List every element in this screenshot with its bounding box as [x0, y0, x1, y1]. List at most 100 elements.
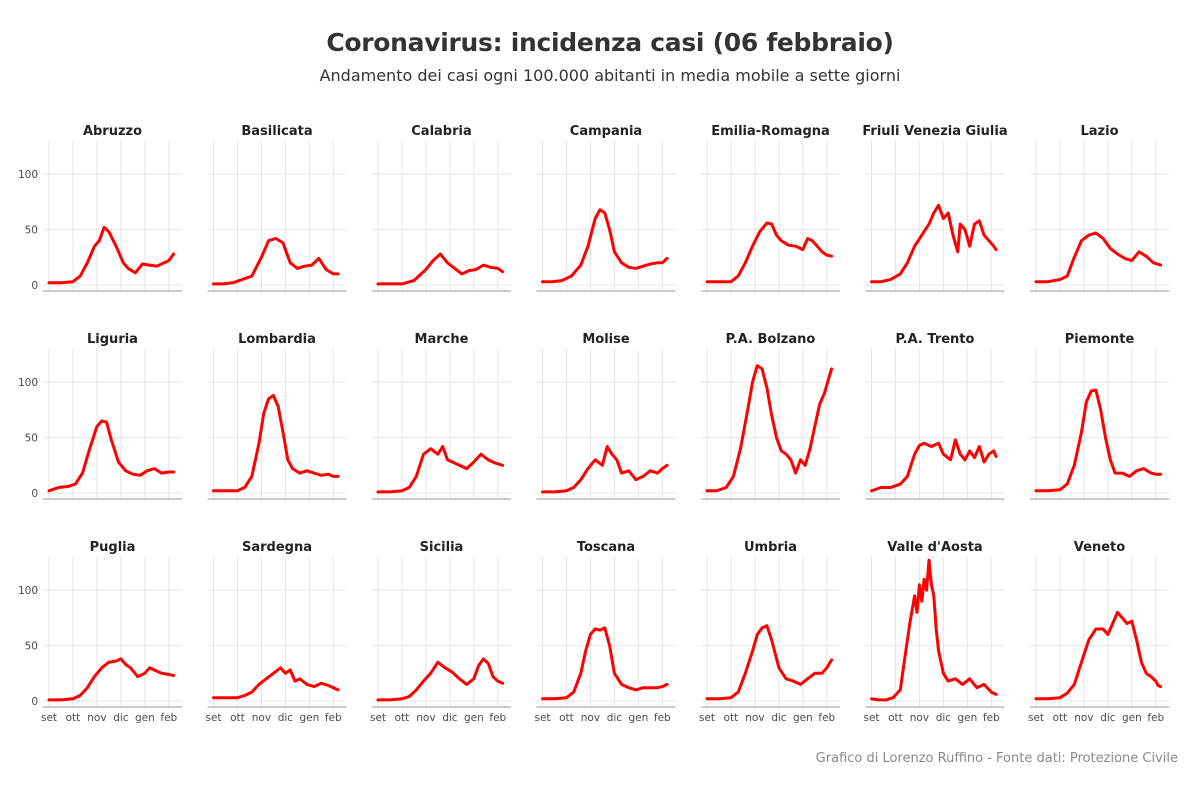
series-line: [212, 666, 340, 700]
series-line: [1034, 231, 1163, 284]
x-tick-label: set: [41, 712, 57, 724]
x-tick-label: gen: [793, 712, 813, 724]
panel-title: Toscana: [577, 540, 635, 555]
x-tick-label: ott: [1053, 712, 1068, 724]
panel-emilia-romagna: Emilia-Romagna: [701, 124, 840, 292]
x-tick-label: dic: [278, 712, 294, 724]
x-tick-label: feb: [654, 712, 671, 724]
panel-piemonte: Piemonte: [1030, 332, 1169, 500]
panel-toscana: Toscana set ott nov dic gen feb: [534, 540, 676, 724]
series-line: [870, 558, 998, 702]
panel-sicilia: Sicilia set ott nov dic gen feb: [370, 540, 511, 724]
panel-veneto: Veneto set ott nov dic gen feb: [1028, 540, 1169, 724]
series-line: [705, 364, 834, 493]
x-tick-label: feb: [489, 712, 506, 724]
x-tick-label: nov: [416, 712, 435, 724]
panel-abruzzo: Abruzzo 0 50 100: [18, 124, 182, 292]
series-line: [1034, 388, 1163, 493]
x-tick-label: ott: [724, 712, 739, 724]
source-caption: Grafico di Lorenzo Ruffino - Fonte dati:…: [815, 751, 1178, 766]
series-line: [212, 394, 340, 493]
series-line: [705, 624, 834, 701]
panel-title: Campania: [570, 124, 642, 139]
x-tick-label: set: [370, 712, 386, 724]
y-tick-label: 0: [31, 488, 38, 500]
series-line: [376, 657, 505, 702]
x-tick-label: feb: [818, 712, 835, 724]
panel-title: P.A. Trento: [896, 332, 975, 347]
x-tick-label: nov: [252, 712, 271, 724]
y-tick-label: 0: [31, 280, 38, 292]
panel-title: Basilicata: [241, 124, 312, 139]
panel-title: Puglia: [90, 540, 136, 555]
y-tick-label: 50: [25, 433, 38, 445]
x-tick-label: feb: [160, 712, 177, 724]
y-tick-label: 50: [25, 641, 38, 653]
x-tick-label: nov: [581, 712, 600, 724]
x-tick-label: gen: [464, 712, 484, 724]
x-tick-label: ott: [395, 712, 410, 724]
panel-title: Lazio: [1080, 124, 1118, 139]
x-tick-label: ott: [230, 712, 245, 724]
panel-title: Lombardia: [238, 332, 316, 347]
panel-title: Marche: [415, 332, 469, 347]
panel-campania: Campania: [536, 124, 676, 292]
series-line: [870, 203, 998, 284]
panel-valle-d-aosta: Valle d'Aosta set ott nov dic gen feb: [863, 540, 1005, 724]
series-line: [870, 438, 998, 493]
x-tick-label: set: [534, 712, 550, 724]
series-line: [47, 225, 176, 285]
x-tick-label: dic: [1100, 712, 1116, 724]
panel-p-a-bolzano: P.A. Bolzano: [701, 332, 840, 500]
series-line: [47, 657, 176, 702]
x-tick-label: set: [1028, 712, 1044, 724]
x-tick-label: set: [205, 712, 221, 724]
x-tick-label: gen: [135, 712, 155, 724]
x-tick-label: feb: [325, 712, 342, 724]
chart-title: Coronavirus: incidenza casi (06 febbraio…: [326, 28, 894, 57]
x-tick-label: ott: [559, 712, 574, 724]
x-tick-label: feb: [1147, 712, 1164, 724]
panel-sardegna: Sardegna set ott nov dic gen feb: [205, 540, 347, 724]
series-line: [47, 419, 176, 493]
x-tick-label: dic: [936, 712, 952, 724]
series-line: [705, 221, 834, 284]
panel-title: Sicilia: [420, 540, 464, 555]
panel-calabria: Calabria: [372, 124, 511, 292]
panel-molise: Molise: [536, 332, 676, 500]
panel-title: Calabria: [411, 124, 472, 139]
panel-friuli-venezia-giulia: Friuli Venezia Giulia: [862, 124, 1008, 292]
x-tick-label: dic: [113, 712, 129, 724]
panel-title: Emilia-Romagna: [711, 124, 830, 139]
x-tick-label: set: [699, 712, 715, 724]
series-line: [376, 252, 505, 286]
y-tick-label: 100: [18, 377, 38, 389]
panel-title: Umbria: [744, 540, 797, 555]
x-tick-label: ott: [888, 712, 903, 724]
x-tick-label: gen: [1122, 712, 1142, 724]
x-tick-label: nov: [87, 712, 106, 724]
series-line: [1034, 610, 1163, 701]
y-tick-label: 0: [31, 696, 38, 708]
series-line: [541, 626, 669, 701]
y-tick-label: 100: [18, 169, 38, 181]
x-tick-label: set: [863, 712, 879, 724]
panel-title: Abruzzo: [83, 124, 142, 139]
x-tick-label: nov: [910, 712, 929, 724]
panel-lombardia: Lombardia: [207, 332, 347, 500]
x-tick-label: ott: [66, 712, 81, 724]
panel-p-a-trento: P.A. Trento: [865, 332, 1005, 500]
series-line: [212, 237, 340, 286]
panel-title: P.A. Bolzano: [726, 332, 816, 347]
series-line: [541, 445, 669, 494]
panel-title: Friuli Venezia Giulia: [862, 124, 1007, 139]
x-tick-label: nov: [745, 712, 764, 724]
y-tick-label: 100: [18, 585, 38, 597]
panel-title: Valle d'Aosta: [887, 540, 982, 555]
x-tick-label: dic: [771, 712, 787, 724]
panel-marche: Marche: [372, 332, 511, 500]
x-tick-label: gen: [628, 712, 648, 724]
panel-puglia: Puglia 0 50 100 set ott nov dic gen feb: [18, 540, 182, 724]
series-line: [541, 208, 669, 284]
